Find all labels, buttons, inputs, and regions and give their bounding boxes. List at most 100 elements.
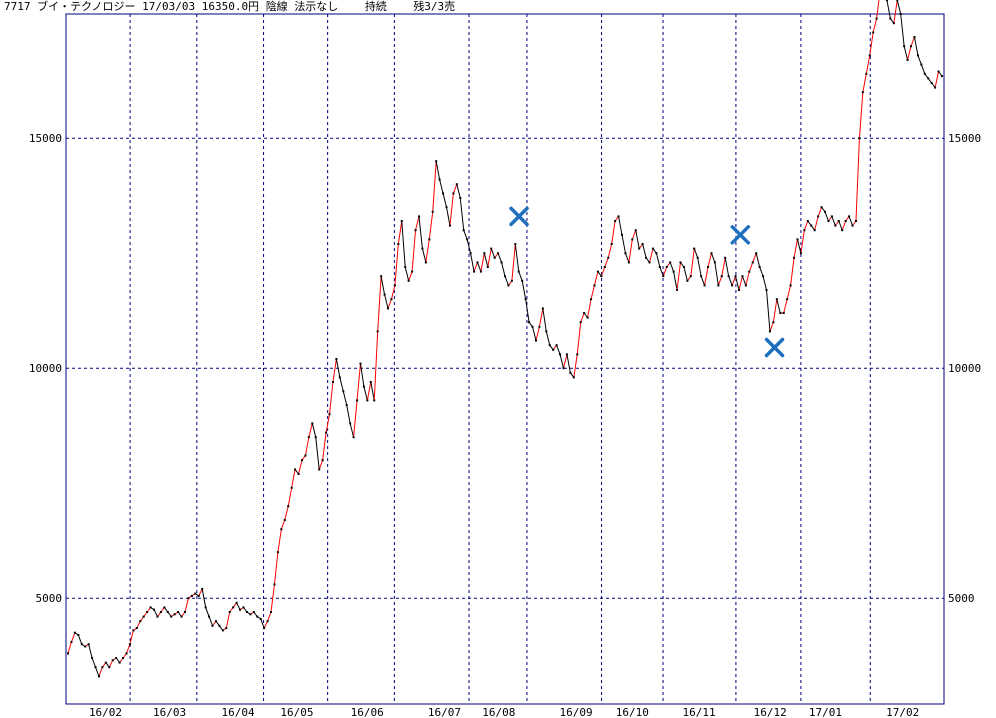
price-point — [772, 321, 775, 324]
price-point — [297, 473, 300, 475]
price-point — [311, 422, 314, 425]
price-point — [727, 275, 730, 278]
price-point — [318, 468, 321, 471]
price-point — [707, 266, 710, 268]
price-point — [404, 266, 407, 268]
price-point — [927, 77, 930, 80]
price-point — [841, 229, 844, 232]
price-segment — [394, 243, 399, 286]
price-segment — [411, 230, 417, 272]
price-segment — [332, 358, 337, 383]
price-point — [923, 72, 926, 75]
price-point — [362, 385, 365, 388]
price-segment — [817, 207, 823, 217]
price-point — [658, 266, 661, 268]
price-point — [283, 519, 286, 521]
price-segment — [700, 276, 706, 286]
price-segment — [587, 299, 592, 318]
price-segment — [284, 506, 289, 521]
price-point — [713, 261, 716, 264]
price-segment — [772, 299, 778, 323]
price-segment — [741, 276, 747, 286]
price-point — [934, 86, 937, 89]
price-point — [731, 284, 734, 287]
price-segment — [377, 276, 382, 332]
price-segment — [473, 262, 478, 272]
price-segment — [545, 331, 551, 346]
x-tick-label: 16/05 — [280, 706, 313, 718]
rule-status: 法示なし — [294, 0, 339, 13]
price-point — [287, 505, 290, 508]
price-point — [197, 594, 200, 597]
price-point — [442, 192, 445, 195]
price-point — [122, 657, 125, 659]
x-tick-label: 17/01 — [809, 706, 842, 718]
price-point — [682, 266, 685, 268]
price-segment — [532, 326, 537, 341]
price-segment — [697, 257, 702, 277]
price-segment — [786, 285, 792, 300]
price-point — [187, 597, 190, 600]
price-point — [538, 325, 541, 328]
price-point — [249, 613, 252, 616]
price-segment — [611, 220, 616, 245]
price-segment — [497, 253, 503, 263]
price-point — [314, 436, 317, 439]
price-point — [651, 247, 654, 250]
price-point — [290, 486, 293, 489]
price-point — [497, 252, 500, 255]
price-point — [77, 634, 80, 636]
price-point — [414, 229, 417, 232]
price-point — [603, 266, 606, 268]
price-point — [679, 261, 682, 264]
price-point — [94, 666, 97, 669]
price-segment — [456, 184, 461, 199]
price-segment — [903, 46, 909, 61]
price-point — [559, 353, 562, 356]
price-point — [854, 220, 857, 222]
price-point — [476, 261, 479, 264]
price-segment — [184, 598, 189, 613]
x-tick-label: 16/08 — [482, 706, 515, 718]
price-segment — [576, 322, 582, 355]
price-segment — [735, 276, 740, 291]
price-point — [620, 233, 623, 236]
price-point — [101, 666, 104, 669]
price-segment — [862, 73, 867, 93]
price-point — [256, 615, 259, 618]
price-point — [163, 606, 166, 609]
price-segment — [542, 308, 547, 332]
price-point — [166, 611, 169, 613]
price-point — [806, 220, 809, 222]
price-point — [579, 321, 582, 324]
price-point — [724, 256, 727, 259]
x-tick-label: 16/09 — [560, 706, 593, 718]
price-point — [531, 325, 534, 328]
price-segment — [604, 257, 609, 268]
price-segment — [738, 276, 743, 291]
price-point — [576, 353, 579, 356]
price-segment — [642, 243, 647, 258]
price-point — [600, 275, 603, 278]
price-segment — [291, 469, 296, 488]
price-segment — [917, 55, 922, 65]
price-segment — [690, 248, 695, 277]
price-point — [263, 627, 266, 630]
price-point — [469, 252, 472, 255]
price-point — [479, 270, 482, 273]
price-point — [500, 261, 503, 264]
price-segment — [858, 92, 864, 139]
price-point — [111, 659, 114, 662]
price-segment — [349, 423, 355, 438]
price-segment — [538, 308, 544, 327]
price-segment — [273, 552, 279, 585]
price-point — [153, 608, 156, 611]
price-point — [937, 70, 940, 73]
price-segment — [404, 266, 410, 281]
price-point — [104, 661, 107, 664]
price-point — [376, 330, 379, 333]
price-point — [387, 307, 390, 310]
price-segment — [346, 404, 351, 424]
price-segment — [824, 211, 829, 222]
price-segment — [934, 71, 940, 88]
